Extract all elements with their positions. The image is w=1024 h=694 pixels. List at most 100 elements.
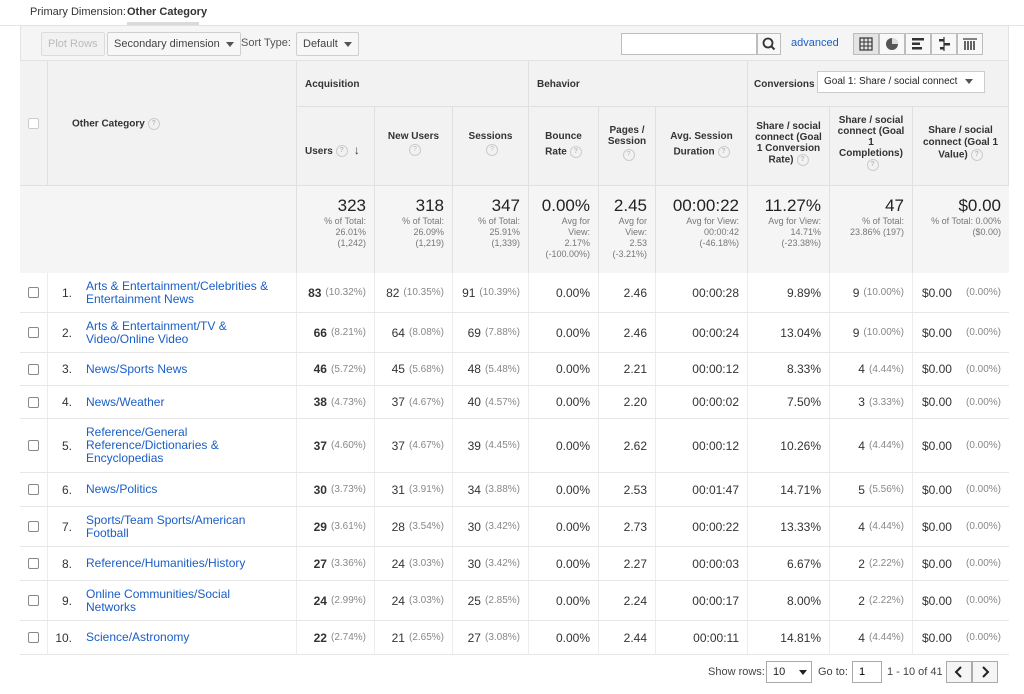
table-row[interactable]: 5. Reference/General Reference/Dictionarie… <box>20 419 1009 473</box>
row-completions-percent: (5.56%) <box>868 484 904 495</box>
header-sessions-label: Sessions <box>468 131 513 142</box>
search-button[interactable] <box>757 33 781 55</box>
plot-rows-button[interactable]: Plot Rows <box>41 32 105 56</box>
secondary-dimension-dropdown[interactable]: Secondary dimension <box>107 32 241 56</box>
performance-view-button[interactable] <box>905 33 931 55</box>
row-sessions-value: 91 <box>462 285 476 300</box>
row-bounce-value: 0.00% <box>555 556 590 571</box>
row-conv-rate-cell: 6.67% <box>748 547 830 580</box>
category-link[interactable]: Reference/General Reference/Dictionaries … <box>86 426 219 465</box>
row-checkbox[interactable] <box>28 484 39 495</box>
total-sessions-line3: (1,339) <box>491 238 520 248</box>
header-group-conversions: Conversions Goal 1: Share / social conne… <box>748 61 1009 107</box>
row-checkbox[interactable] <box>28 632 39 643</box>
row-duration-value: 00:00:28 <box>692 285 739 300</box>
table-view-button[interactable] <box>853 33 879 55</box>
row-users-value: 38 <box>313 395 327 409</box>
row-bounce-cell: 0.00% <box>529 621 599 654</box>
row-checkbox[interactable] <box>28 363 39 375</box>
pivot-view-button[interactable] <box>957 33 983 55</box>
category-link[interactable]: Sports/Team Sports/American Football <box>86 513 245 540</box>
advanced-link[interactable]: advanced <box>791 37 839 49</box>
row-sessions-percent: (3.42%) <box>484 558 520 569</box>
category-link[interactable]: Arts & Entertainment/Celebrities & Entert… <box>86 279 268 306</box>
row-sessions-cell: 69 (7.88%) <box>453 313 529 352</box>
header-other-category[interactable]: Other Category? <box>48 61 297 186</box>
total-pages-line1: Avg for <box>618 216 647 226</box>
row-conv-rate-value: 14.81% <box>780 630 821 645</box>
comparison-view-button[interactable] <box>931 33 957 55</box>
help-icon: ? <box>335 145 348 158</box>
row-bounce-cell: 0.00% <box>529 547 599 580</box>
primary-dimension-value[interactable]: Other Category <box>127 6 208 18</box>
header-avg-session-duration[interactable]: Avg. Session Duration? <box>656 107 748 186</box>
category-link[interactable]: News/Politics <box>86 483 157 496</box>
table-row[interactable]: 9. Online Communities/Social Networks 24 (2.… <box>20 581 1009 621</box>
goto-page-input[interactable] <box>852 661 882 683</box>
row-checkbox[interactable] <box>28 558 39 569</box>
table-row[interactable]: 4. News/Weather 38 (4.73%) 37 (4.67%) 40 (4.57%… <box>20 386 1009 419</box>
table-row[interactable]: 8. Reference/Humanities/History 27 (3.36%) 2… <box>20 547 1009 581</box>
row-completions-percent: (2.22%) <box>868 595 904 606</box>
header-avg-session-line2: Duration <box>673 146 715 158</box>
row-category-cell: 9. Online Communities/Social Networks <box>48 581 297 620</box>
select-all-checkbox[interactable] <box>28 118 39 129</box>
row-new-users-cell: 37 (4.67%) <box>375 386 453 418</box>
table-row[interactable]: 3. News/Sports News 46 (5.72%) 45 (5.68%) 48 (5… <box>20 353 1009 386</box>
row-completions-percent: (10.00%) <box>863 327 904 338</box>
table-row[interactable]: 2. Arts & Entertainment/TV & Video/Online … <box>20 313 1009 353</box>
row-sessions-cell: 27 (3.08%) <box>453 621 529 654</box>
category-link[interactable]: News/Sports News <box>86 362 187 376</box>
row-conv-rate-cell: 8.33% <box>748 353 830 385</box>
row-checkbox[interactable] <box>28 440 39 451</box>
table-row[interactable]: 10. Science/Astronomy 22 (2.74%) 21 (2.65%) 27… <box>20 621 1009 655</box>
header-goal-completions[interactable]: Share / social connect (Goal 1 Completio… <box>830 107 913 186</box>
category-link[interactable]: News/Weather <box>86 395 164 409</box>
header-value-line2: connect (Goal 1 <box>922 137 998 148</box>
header-conversion-rate[interactable]: Share / social connect (Goal 1 Conversio… <box>748 107 830 186</box>
category-link[interactable]: Online Communities/Social Networks <box>86 587 230 614</box>
row-checkbox[interactable] <box>28 595 39 606</box>
header-users[interactable]: Users? ↓ <box>297 107 375 186</box>
row-index: 4. <box>61 395 72 409</box>
total-sessions: 347 % of Total: 25.91% (1,339) <box>453 186 529 273</box>
table-row[interactable]: 1. Arts & Entertainment/Celebrities & Ente… <box>20 273 1009 313</box>
row-conv-rate-cell: 14.71% <box>748 473 830 506</box>
pie-view-button[interactable] <box>879 33 905 55</box>
row-checkbox[interactable] <box>28 396 39 408</box>
category-link[interactable]: Reference/Humanities/History <box>86 557 245 570</box>
category-link[interactable]: Science/Astronomy <box>86 631 189 644</box>
row-value-cell: $0.00 (0.00%) <box>913 419 1009 472</box>
row-checkbox[interactable] <box>28 287 39 298</box>
row-completions-value: 3 <box>858 395 865 409</box>
row-users-percent: (3.36%) <box>330 558 366 569</box>
search-input[interactable] <box>621 33 757 55</box>
goal-selector-dropdown[interactable]: Goal 1: Share / social connect <box>817 71 985 93</box>
row-users-value: 37 <box>313 438 327 453</box>
show-rows-select[interactable]: 10 <box>766 661 812 683</box>
row-users-cell: 24 (2.99%) <box>297 581 375 620</box>
header-sessions[interactable]: Sessions ? <box>453 107 529 186</box>
table-row[interactable]: 7. Sports/Team Sports/American Football 29(… <box>20 507 1009 547</box>
next-page-button[interactable] <box>972 661 998 683</box>
help-icon: ? <box>796 154 809 166</box>
header-bounce-rate[interactable]: Bounce Rate? <box>529 107 599 186</box>
row-checkbox[interactable] <box>28 521 39 532</box>
row-pages-cell: 2.62 <box>599 419 656 472</box>
total-conv-rate-line3: (-23.38%) <box>781 238 821 248</box>
row-index: 1. <box>61 285 72 300</box>
row-checkbox-cell <box>20 273 48 312</box>
row-value-value: $0.00 <box>921 630 952 645</box>
previous-page-button[interactable] <box>946 661 972 683</box>
header-goal-value[interactable]: Share / social connect (Goal 1 Value)? <box>913 107 1009 186</box>
category-link[interactable]: Arts & Entertainment/TV & Video/Online Vi… <box>86 319 227 346</box>
row-conv-rate-cell: 10.26% <box>748 419 830 472</box>
header-new-users[interactable]: New Users ? <box>375 107 453 186</box>
row-conv-rate-value: 6.67% <box>786 556 821 571</box>
sort-type-dropdown[interactable]: Default <box>296 32 359 56</box>
table-row[interactable]: 6. News/Politics 30 (3.73%) 31 (3.91%) 34 (3.88… <box>20 473 1009 507</box>
row-checkbox[interactable] <box>28 327 39 338</box>
row-pages-cell: 2.21 <box>599 353 656 385</box>
header-pages-session[interactable]: Pages / Session ? <box>599 107 656 186</box>
row-completions-cell: 2 (2.22%) <box>830 581 913 620</box>
